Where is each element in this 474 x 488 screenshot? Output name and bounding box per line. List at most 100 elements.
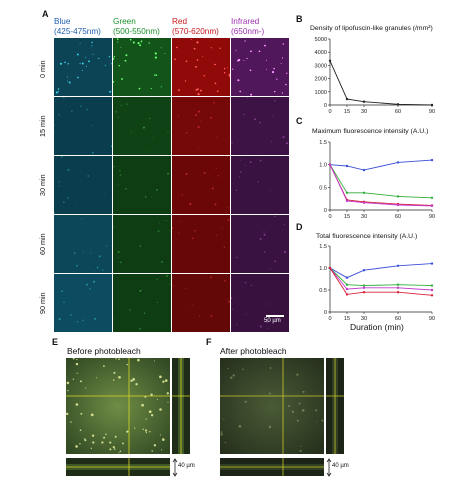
data-point — [345, 283, 349, 286]
series-line — [329, 164, 433, 199]
data-point — [362, 291, 366, 294]
panel-label-f: F — [206, 337, 212, 347]
data-point — [430, 103, 434, 107]
x-tick-label: 60 — [395, 316, 401, 322]
series-line — [329, 263, 433, 279]
channel-name: Red — [172, 17, 188, 26]
data-point — [430, 196, 434, 199]
channel-name: Infrared — [231, 17, 260, 26]
x-tick-label: 30 — [361, 109, 367, 115]
data-point — [430, 262, 434, 265]
data-point — [328, 163, 332, 166]
micrograph-cell — [54, 38, 112, 96]
panel-e-depth-label: 40 µm — [178, 463, 195, 469]
micrograph-cell — [113, 97, 171, 155]
series-line — [329, 267, 433, 291]
micrograph-cell — [231, 274, 289, 332]
x-tick-label: 30 — [361, 214, 367, 220]
y-tick-label: 1.0 — [319, 266, 327, 272]
data-point — [430, 204, 434, 208]
row-label: 90 min — [38, 292, 47, 314]
series-line — [329, 164, 433, 206]
micrograph-cell — [113, 274, 171, 332]
x-tick-label: 60 — [395, 109, 401, 115]
micrograph-cell — [54, 215, 112, 273]
micrograph-cell — [231, 156, 289, 214]
chart-max-intensity: 0 0.5 1.0 1.5 0 15 30 60 90 — [319, 140, 435, 220]
micrograph-cell — [172, 215, 230, 273]
data-point — [396, 203, 400, 207]
micrograph-cell — [231, 215, 289, 273]
panel-e-title: Before photobleach — [67, 346, 141, 356]
panel-f-depth-arrow — [326, 458, 332, 477]
data-point — [396, 195, 400, 198]
data-point — [362, 286, 366, 289]
y-tick-label: 0 — [324, 103, 327, 109]
data-point — [345, 287, 349, 291]
micrograph-cell — [54, 274, 112, 332]
panel-label-b: B — [296, 14, 303, 24]
data-point — [396, 283, 400, 286]
data-point — [345, 199, 349, 203]
data-point — [362, 191, 366, 194]
x-tick-label: 15 — [344, 109, 350, 115]
row-label: 30 min — [38, 174, 47, 196]
panel-f-xz-image — [220, 458, 324, 476]
chart-c-title: Maximum fluorescence intensity (A.U.) — [312, 128, 429, 135]
panel-label-a: A — [42, 9, 49, 19]
panel-f-xy-image — [220, 358, 324, 454]
series-line — [329, 164, 433, 207]
chart-d-xlabel: Duration (min) — [350, 322, 404, 332]
channel-range: (500-550nm) — [113, 27, 160, 36]
panel-f-yz-image — [326, 358, 344, 454]
y-tick-label: 1.5 — [319, 140, 327, 146]
micrograph-cell — [172, 274, 230, 332]
x-tick-label: 60 — [395, 214, 401, 220]
scale-bar — [266, 315, 284, 317]
data-point — [430, 294, 434, 297]
y-tick-label: 4000 — [315, 50, 327, 56]
panel-e-yz-image — [172, 358, 190, 454]
panel-e-xy-image — [66, 358, 170, 454]
x-tick-label: 90 — [429, 316, 435, 322]
data-point — [430, 284, 434, 287]
data-point — [396, 286, 400, 289]
y-tick-label: 3000 — [315, 63, 327, 69]
micrograph-cell — [231, 97, 289, 155]
y-tick-label: 0.5 — [319, 288, 327, 294]
data-point — [328, 266, 332, 270]
x-tick-label: 30 — [361, 316, 367, 322]
data-point — [430, 158, 434, 162]
channel-range: (650nm-) — [231, 27, 265, 36]
panel-e-depth-arrow — [172, 458, 178, 477]
channel-name: Green — [113, 17, 136, 26]
data-point — [362, 269, 366, 272]
y-tick-label: 1000 — [315, 90, 327, 96]
micrograph-cell — [231, 38, 289, 96]
data-point — [396, 291, 400, 294]
micrograph-grid — [54, 38, 290, 332]
y-tick-label: 1.0 — [319, 163, 327, 169]
micrograph-cell — [172, 156, 230, 214]
chart-density: 0 1000 2000 3000 4000 5000 0 15 30 60 90 — [315, 37, 436, 115]
data-point — [345, 97, 349, 101]
x-tick-label: 15 — [344, 214, 350, 220]
data-point — [362, 100, 366, 103]
series-line — [329, 267, 433, 296]
scale-bar-label: 50 µm — [264, 318, 281, 324]
channel-name: Blue — [54, 17, 71, 26]
channel-range: (425-475nm) — [54, 27, 101, 36]
x-tick-label: 15 — [344, 316, 350, 322]
row-label: 60 min — [38, 233, 47, 255]
data-point — [345, 293, 349, 296]
chart-axes — [329, 246, 432, 313]
series-line — [329, 159, 433, 171]
channel-header-red: Red (570-620nm) — [172, 17, 219, 37]
panel-f-title: After photobleach — [220, 346, 287, 356]
data-point — [362, 168, 366, 172]
x-tick-label: 90 — [429, 214, 435, 220]
x-tick-label: 0 — [328, 316, 331, 322]
panel-label-c: C — [296, 116, 303, 126]
micrograph-cell — [54, 97, 112, 155]
micrograph-cell — [113, 215, 171, 273]
